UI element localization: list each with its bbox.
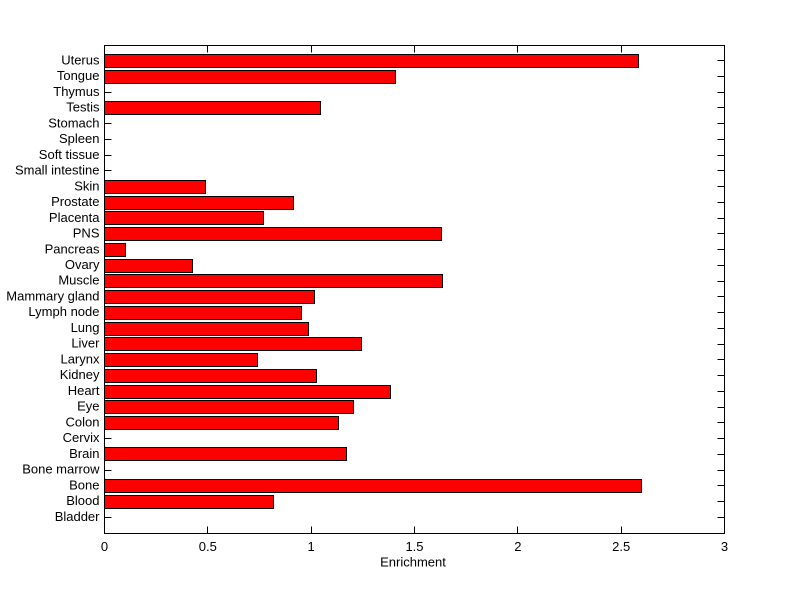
svg-text:Soft tissue: Soft tissue — [39, 147, 100, 162]
svg-text:Testis: Testis — [66, 100, 100, 115]
svg-text:Lung: Lung — [71, 320, 100, 335]
svg-text:Mammary gland: Mammary gland — [6, 288, 99, 303]
svg-text:Muscle: Muscle — [58, 273, 99, 288]
svg-text:Uterus: Uterus — [61, 52, 100, 67]
svg-text:Colon: Colon — [66, 414, 100, 429]
svg-text:Heart: Heart — [68, 383, 100, 398]
svg-text:PNS: PNS — [73, 226, 100, 241]
svg-text:1: 1 — [308, 539, 315, 554]
svg-text:Bladder: Bladder — [55, 509, 100, 524]
svg-text:0.5: 0.5 — [199, 539, 217, 554]
svg-text:Placenta: Placenta — [49, 210, 100, 225]
svg-text:3: 3 — [721, 539, 728, 554]
svg-text:Eye: Eye — [77, 399, 99, 414]
svg-text:Tongue: Tongue — [57, 68, 100, 83]
svg-text:Prostate: Prostate — [51, 194, 99, 209]
svg-text:1.5: 1.5 — [405, 539, 423, 554]
svg-text:Brain: Brain — [69, 446, 99, 461]
svg-text:Larynx: Larynx — [60, 351, 100, 366]
svg-text:Cervix: Cervix — [63, 430, 100, 445]
svg-text:Blood: Blood — [66, 493, 99, 508]
svg-text:2: 2 — [514, 539, 521, 554]
svg-text:Bone marrow: Bone marrow — [22, 462, 100, 477]
svg-text:Stomach: Stomach — [48, 115, 99, 130]
svg-text:Liver: Liver — [71, 336, 100, 351]
svg-text:Ovary: Ovary — [65, 257, 100, 272]
svg-text:Lymph node: Lymph node — [28, 304, 99, 319]
svg-text:Kidney: Kidney — [60, 367, 100, 382]
svg-text:Thymus: Thymus — [53, 84, 100, 99]
svg-text:Small intestine: Small intestine — [15, 163, 100, 178]
svg-text:Bone: Bone — [69, 477, 99, 492]
svg-text:2.5: 2.5 — [612, 539, 630, 554]
svg-text:0: 0 — [101, 539, 108, 554]
svg-text:Skin: Skin — [74, 178, 99, 193]
svg-text:Pancreas: Pancreas — [45, 241, 100, 256]
svg-text:Spleen: Spleen — [59, 131, 99, 146]
svg-text:Enrichment: Enrichment — [380, 555, 446, 570]
